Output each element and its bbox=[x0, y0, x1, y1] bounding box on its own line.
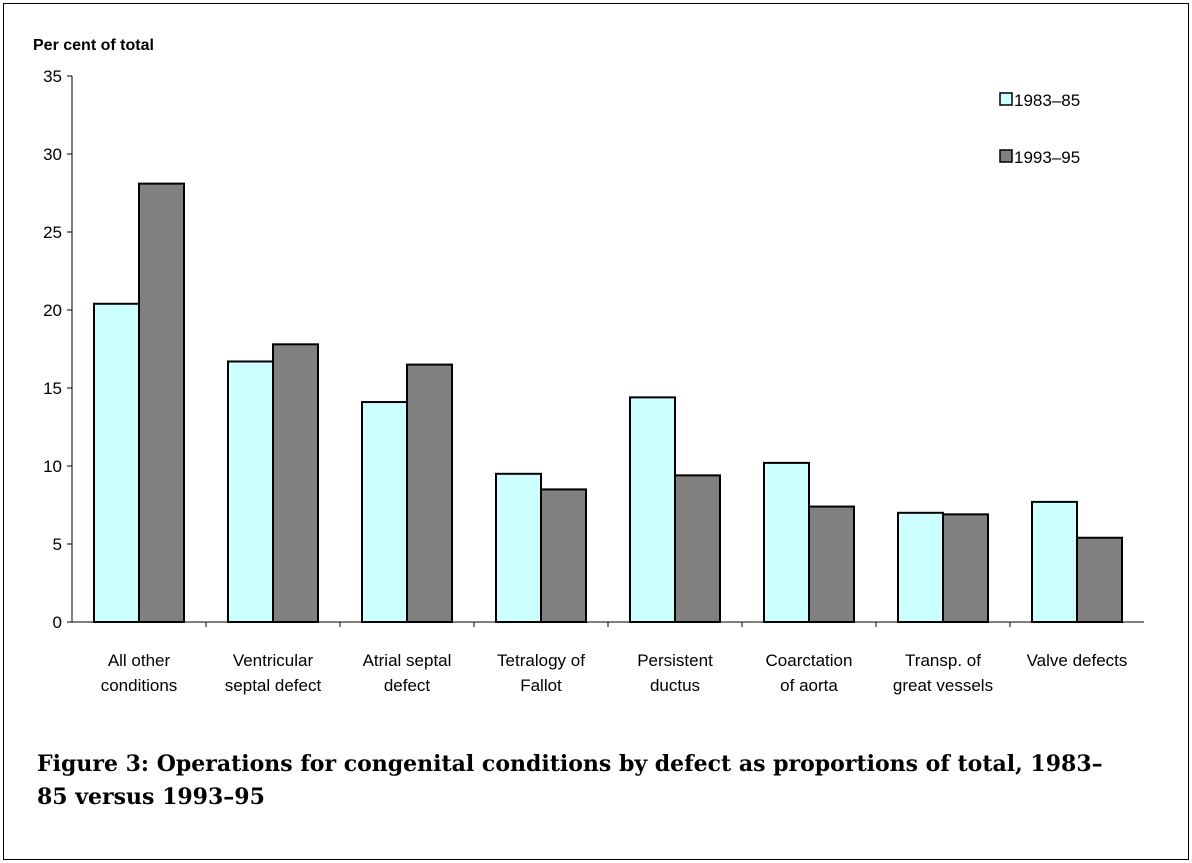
x-tick-label: Atrial septal bbox=[363, 651, 452, 670]
x-tick-label: septal defect bbox=[225, 676, 322, 695]
bar-1993-95 bbox=[942, 513, 989, 623]
x-tick-label: Transp. of bbox=[905, 651, 981, 670]
x-tick-label: Persistent bbox=[637, 651, 713, 670]
x-tick-label: ductus bbox=[650, 676, 700, 695]
bar-1993-95 bbox=[540, 488, 587, 623]
x-tick-label: great vessels bbox=[893, 676, 993, 695]
x-tick-label: Ventricular bbox=[233, 651, 314, 670]
x-tick-label: Fallot bbox=[520, 676, 562, 695]
x-tick-label: of aorta bbox=[780, 676, 838, 695]
bar-1993-95 bbox=[406, 363, 453, 623]
y-tick-label: 0 bbox=[53, 613, 62, 632]
y-tick-label: 5 bbox=[53, 535, 62, 554]
bar-1983-85 bbox=[93, 302, 140, 623]
legend-swatch bbox=[999, 149, 1013, 163]
bar-1983-85 bbox=[1031, 500, 1078, 624]
bar-1993-95 bbox=[272, 343, 319, 623]
legend-label: 1993–95 bbox=[1014, 148, 1080, 167]
bar-chart: Per cent of total 0 5 10 15 20 25 30 35 All other… bbox=[33, 37, 1144, 704]
bar-1993-95 bbox=[808, 505, 855, 623]
bar-1983-85 bbox=[763, 461, 810, 623]
figure-caption: Figure 3: Operations for congenital cond… bbox=[37, 751, 1103, 810]
bar-1983-85 bbox=[227, 360, 274, 623]
bar-1983-85 bbox=[495, 472, 542, 623]
x-tick-label: defect bbox=[384, 676, 431, 695]
bar-1983-85 bbox=[629, 396, 676, 623]
bar-1983-85 bbox=[897, 511, 944, 623]
y-tick-label: 25 bbox=[43, 223, 62, 242]
legend-label: 1983–85 bbox=[1014, 91, 1080, 110]
x-tick-label: Valve defects bbox=[1027, 651, 1128, 670]
x-tick-label: arteriosus bbox=[638, 701, 713, 704]
x-tick-label: conditions bbox=[101, 676, 178, 695]
bar-1983-85 bbox=[361, 401, 408, 624]
y-tick-label: 15 bbox=[43, 379, 62, 398]
y-tick-label: 20 bbox=[43, 301, 62, 320]
legend-swatch bbox=[999, 92, 1013, 106]
bar-1993-95 bbox=[138, 182, 185, 623]
bar-1993-95 bbox=[1076, 536, 1123, 624]
figure-frame: Per cent of total 0 5 10 15 20 25 30 35 All other… bbox=[3, 3, 1189, 860]
y-axis-title: Per cent of total bbox=[33, 37, 154, 54]
y-tick-label: 35 bbox=[43, 67, 62, 86]
x-tick-label: Coarctation bbox=[766, 651, 853, 670]
x-tick-label: Tetralogy of bbox=[497, 651, 585, 670]
y-tick-label: 30 bbox=[43, 145, 62, 164]
x-tick-label: All other bbox=[108, 651, 171, 670]
bar-1993-95 bbox=[674, 474, 721, 623]
y-tick-label: 10 bbox=[43, 457, 62, 476]
